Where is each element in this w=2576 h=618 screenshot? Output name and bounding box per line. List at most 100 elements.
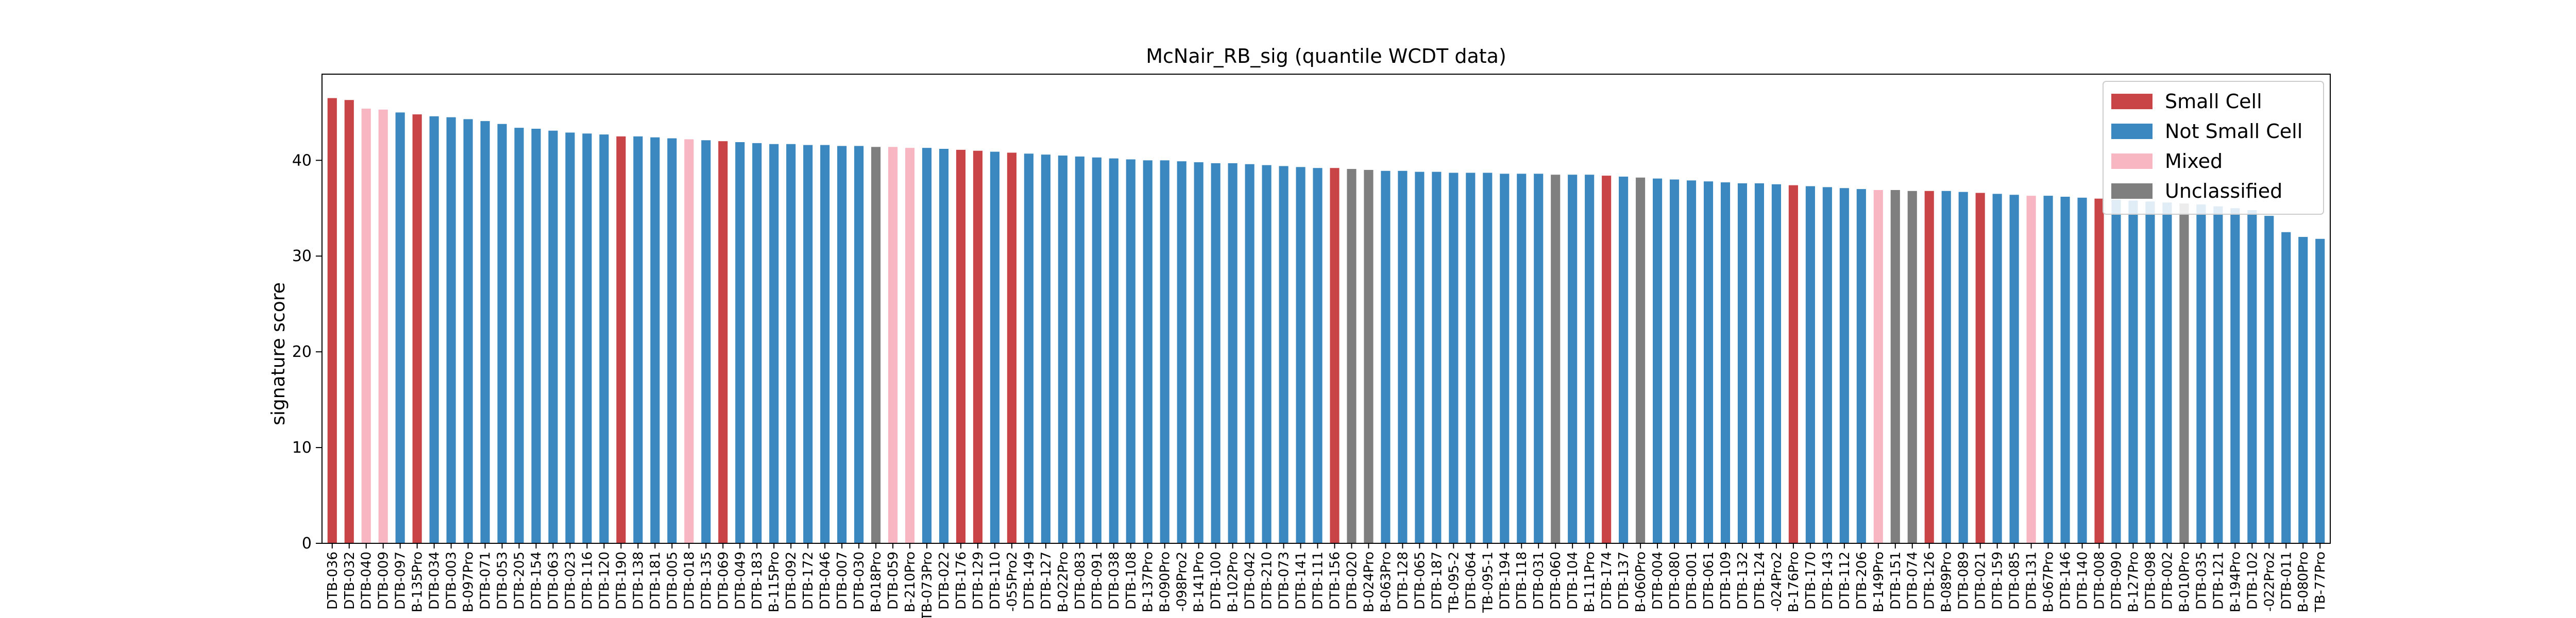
bar bbox=[616, 136, 626, 543]
x-tick-label: DTB-065 bbox=[1412, 552, 1428, 610]
bar bbox=[1483, 173, 1493, 543]
x-tick-label: B-018Pro bbox=[869, 552, 884, 612]
bar bbox=[1686, 180, 1697, 543]
legend-swatch bbox=[2111, 124, 2153, 139]
x-tick-label: DTB-008 bbox=[2092, 552, 2107, 610]
bar bbox=[480, 121, 490, 544]
x-tick-label: B-010Pro bbox=[2177, 552, 2192, 612]
bar bbox=[956, 149, 966, 544]
bar bbox=[2060, 196, 2070, 543]
x-tick-label: DTB-046 bbox=[818, 552, 833, 610]
bar bbox=[1636, 177, 1646, 543]
x-tick-label: B-210Pro bbox=[903, 552, 918, 612]
bar bbox=[990, 151, 999, 543]
x-tick-label: -098Pro2 bbox=[1175, 552, 1190, 612]
x-tick-label: DTB-023 bbox=[563, 552, 578, 610]
x-tick-label: DTB-005 bbox=[665, 552, 680, 610]
legend-label: Not Small Cell bbox=[2165, 120, 2302, 143]
bar bbox=[684, 139, 694, 543]
bar bbox=[1975, 193, 1985, 543]
bar bbox=[1771, 184, 1781, 543]
x-tick-label: DTB-020 bbox=[1344, 552, 1360, 610]
x-tick-label: DTB-035 bbox=[2194, 552, 2209, 610]
bar bbox=[1092, 157, 1101, 543]
x-tick-label: B-137Pro bbox=[1141, 552, 1156, 612]
y-axis-label: signature score bbox=[268, 282, 289, 425]
bar bbox=[531, 128, 541, 544]
bar bbox=[786, 144, 796, 543]
bar bbox=[1907, 191, 1917, 543]
x-tick-label: B-097Pro bbox=[461, 552, 477, 612]
x-tick-label: B-102Pro bbox=[1226, 552, 1241, 612]
bar bbox=[1126, 159, 1136, 543]
bar bbox=[2094, 198, 2104, 544]
x-tick-label: DTB-061 bbox=[1701, 552, 1717, 610]
x-tick-label: DTB-137 bbox=[1616, 552, 1632, 610]
bar bbox=[2196, 204, 2206, 543]
y-tick-label: 30 bbox=[292, 247, 312, 265]
bar bbox=[1873, 190, 1883, 544]
x-tick-label: B-149Pro bbox=[1871, 552, 1887, 612]
bar bbox=[973, 150, 983, 543]
bar bbox=[2145, 201, 2155, 543]
bar bbox=[1279, 166, 1289, 543]
bar bbox=[1109, 158, 1118, 543]
bar bbox=[412, 114, 422, 544]
bar bbox=[1669, 179, 1680, 543]
x-tick-label: DTB-073 bbox=[1277, 552, 1292, 610]
bar bbox=[1788, 185, 1798, 544]
bar bbox=[1822, 187, 1832, 543]
x-tick-label: B-127Pro bbox=[2126, 552, 2141, 612]
x-tick-label: DTB-108 bbox=[1124, 552, 1139, 610]
bar bbox=[1228, 163, 1238, 544]
bar bbox=[2111, 199, 2121, 543]
bar bbox=[905, 148, 915, 544]
x-tick-label: DTB-001 bbox=[1684, 552, 1700, 610]
bar bbox=[1500, 174, 1510, 543]
x-tick-label: DTB-126 bbox=[1922, 552, 1938, 610]
x-tick-label: DTB-135 bbox=[699, 552, 714, 610]
bar bbox=[1058, 156, 1067, 543]
bar bbox=[718, 141, 728, 544]
bar bbox=[1415, 171, 1425, 544]
bar bbox=[752, 143, 762, 544]
bar bbox=[2162, 202, 2172, 543]
legend: Small Cell Not Small Cell Mixed Unclassifie… bbox=[2103, 81, 2324, 215]
x-tick-label: DTB-064 bbox=[1463, 552, 1479, 610]
x-tick-label: DTB-190 bbox=[614, 552, 629, 610]
x-tick-label: DTB-031 bbox=[1531, 552, 1547, 610]
bar bbox=[1364, 169, 1374, 544]
x-tick-label: DTB-138 bbox=[631, 552, 646, 610]
legend-label: Unclassified bbox=[2165, 180, 2282, 202]
bar bbox=[361, 108, 371, 544]
legend-label: Mixed bbox=[2165, 150, 2223, 173]
x-tick-label: DTB-032 bbox=[342, 552, 358, 610]
x-tick-label: DTB-089 bbox=[1956, 552, 1972, 610]
bar bbox=[1992, 194, 2002, 543]
bar bbox=[1211, 163, 1221, 544]
x-tick-label: DTB-129 bbox=[971, 552, 986, 610]
x-tick-label: DTB-021 bbox=[1973, 552, 1989, 610]
bar bbox=[378, 109, 388, 543]
x-tick-label: DTB-007 bbox=[835, 552, 850, 610]
x-tick-label: DTB-036 bbox=[325, 552, 341, 610]
x-tick-label: DTB-194 bbox=[1497, 552, 1513, 610]
x-tick-label: B-080Pro bbox=[2296, 552, 2311, 612]
bar bbox=[939, 149, 949, 543]
x-tick-label: DTB-159 bbox=[1990, 552, 2006, 610]
x-tick-label: DTB-059 bbox=[886, 552, 901, 610]
y-tick-label: 10 bbox=[292, 439, 312, 457]
x-tick-label: DTB-140 bbox=[2075, 552, 2091, 610]
x-tick-label: B-115Pro bbox=[767, 552, 782, 612]
x-tick-label: DTB-174 bbox=[1599, 552, 1615, 610]
bar bbox=[1398, 170, 1408, 543]
x-tick-label: DTB-097 bbox=[393, 552, 409, 610]
bar bbox=[1313, 168, 1323, 543]
x-tick-label: DTB-172 bbox=[801, 552, 816, 610]
x-axis-ticks: DTB-036 DTB-032 DTB-040 DTB-009 DTB-097 B-135… bbox=[325, 543, 2328, 618]
bar bbox=[1941, 191, 1951, 543]
x-tick-label: B-194Pro bbox=[2228, 552, 2243, 612]
bar bbox=[1737, 183, 1748, 544]
bar bbox=[1143, 160, 1153, 543]
bar bbox=[803, 145, 813, 543]
